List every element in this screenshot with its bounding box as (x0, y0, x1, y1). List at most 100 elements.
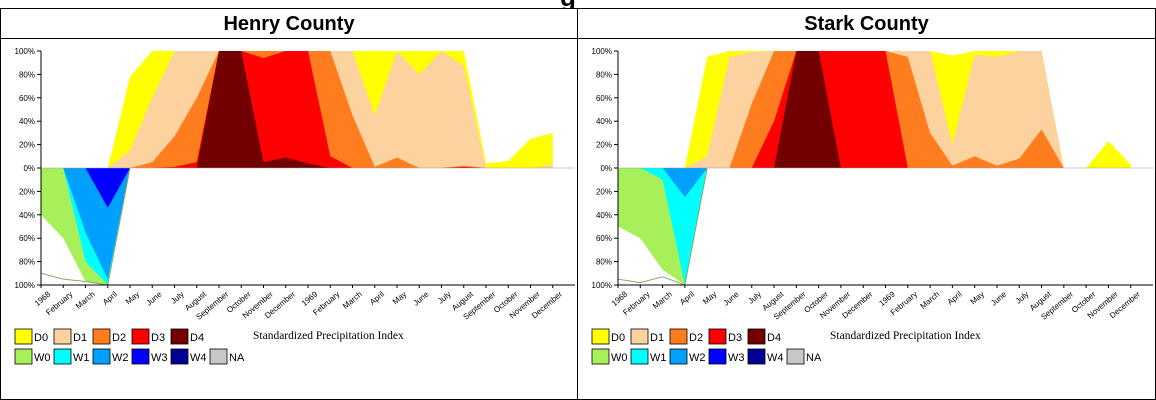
henry-county-x-tick-label: May (124, 290, 141, 307)
stark-county-y-tick-label: 20% (596, 141, 612, 150)
stark-county-legend-label-d2: D2 (689, 332, 703, 344)
stark-county-legend-label-w0: W0 (611, 352, 628, 364)
stark-county-x-tick-label: May (701, 290, 718, 307)
henry-county-wet-outline (40, 167, 131, 286)
henry-county-legend-swatch-na (209, 348, 228, 365)
stark-county-y-tick-label: 80% (596, 70, 612, 79)
stark-county-x-tick-label: June (722, 289, 741, 307)
stark-county-y-tick-label: 40% (596, 211, 612, 220)
stark-county-y-tick-label: 60% (596, 94, 612, 103)
stark-county-legend-swatch-d0 (591, 328, 610, 345)
stark-county-panel: Stark County 100% 80% 60% 40% 20% 0% 20% 40% 60%… (577, 8, 1156, 400)
stark-county-y-tick-label: 80% (596, 258, 612, 267)
henry-county-y-tick-label: 80% (19, 258, 35, 267)
stark-county-x-tick-label: June (989, 289, 1008, 307)
stark-county-legend-swatch-d1 (630, 328, 649, 345)
stark-county-x-tick-label: July (1014, 290, 1031, 306)
henry-county-y-tick-label: 60% (19, 234, 35, 243)
henry-county-legend-swatch-d1 (53, 328, 72, 345)
stark-county-legend-label-w1: W1 (650, 352, 667, 364)
henry-county-legend-label-d4: D4 (190, 332, 204, 344)
stark-county-x-tick-label: May (969, 290, 986, 307)
stark-county-legend-label-d4: D4 (767, 332, 781, 344)
henry-county-x-tick-label: July (169, 290, 186, 306)
henry-county-legend-swatch-w0 (14, 348, 33, 365)
stark-county-legend-label-d0: D0 (611, 332, 625, 344)
stark-county-y-tick-label: 40% (596, 117, 612, 126)
stark-county-legend-swatch-d3 (708, 328, 727, 345)
henry-county-x-tick-label: June (144, 289, 163, 307)
henry-county-legend-label-w0: W0 (34, 352, 51, 364)
stark-county-x-tick-label: March (651, 290, 674, 311)
henry-county-legend-label-w3: W3 (151, 352, 168, 364)
henry-county-legend-swatch-d2 (92, 328, 111, 345)
stark-county-y-tick-label: 0% (600, 164, 612, 173)
henry-county-y-tick-label: 40% (19, 117, 35, 126)
stark-county-x-tick-label: March (919, 290, 942, 311)
henry-county-x-tick-label: June (411, 289, 430, 307)
stark-county-legend-swatch-w2 (669, 348, 688, 365)
henry-county-legend-swatch-d4 (170, 328, 189, 345)
henry-county-y-tick-label: 100% (15, 47, 35, 56)
henry-county-x-tick-label: April (101, 290, 119, 307)
henry-county-title: Henry County (1, 9, 577, 39)
stark-county-legend-swatch-w4 (747, 348, 766, 365)
henry-county-legend-swatch-w2 (92, 348, 111, 365)
henry-county-legend-swatch-w3 (131, 348, 150, 365)
henry-county-series-w3 (41, 168, 553, 208)
henry-county-panel: Henry County 100% 80% 60% 40% 20% 0% 20% 40% 60%… (0, 8, 578, 400)
henry-county-legend-swatch-w1 (53, 348, 72, 365)
henry-county-legend-swatch-d3 (131, 328, 150, 345)
stark-county-y-tick-label: 60% (596, 234, 612, 243)
stark-county-legend-label-d3: D3 (728, 332, 742, 344)
henry-county-legend-label-w1: W1 (73, 352, 90, 364)
stark-county-series-w2 (618, 168, 1131, 198)
stark-county-legend-label-d1: D1 (650, 332, 664, 344)
stark-county-y-tick-label: 100% (592, 281, 612, 290)
stark-county-series-w1 (618, 168, 1131, 285)
henry-county-y-tick-label: 40% (19, 211, 35, 220)
henry-county-legend-label-d2: D2 (112, 332, 126, 344)
henry-county-x-tick-label: April (368, 290, 386, 307)
henry-county-x-tick-label: March (74, 290, 97, 311)
header-band: g (0, 0, 1156, 12)
stark-county-legend-label-w2: W2 (689, 352, 706, 364)
stark-county-legend-label-w4: W4 (767, 352, 784, 364)
henry-county-legend-label-d1: D1 (73, 332, 87, 344)
henry-county-legend-swatch-d0 (14, 328, 33, 345)
stark-county-x-tick-label: April (678, 290, 696, 307)
henry-county-legend-label-d3: D3 (151, 332, 165, 344)
henry-county-legend-label-na: NA (229, 352, 245, 364)
stark-county-y-tick-label: 20% (596, 187, 612, 196)
henry-county-x-tick-label: July (436, 290, 453, 306)
stark-county-legend-swatch-w0 (591, 348, 610, 365)
henry-county-legend-caption: Standardized Precipitation Index (253, 330, 404, 342)
henry-county-x-tick-label: March (341, 290, 364, 311)
stark-county-legend-swatch-w3 (708, 348, 727, 365)
henry-county-series-d3 (41, 51, 553, 168)
stark-county-x-tick-label: July (746, 290, 763, 306)
stark-county-legend-swatch-w1 (630, 348, 649, 365)
stark-county-wet-outline (617, 167, 708, 286)
henry-county-y-tick-label: 0% (23, 164, 35, 173)
henry-county-y-tick-label: 60% (19, 94, 35, 103)
henry-county-chart: 100%80%60%40%20%0%20%40%60%80%100%1968Fe… (14, 47, 575, 365)
stark-county-series-d3 (618, 51, 1131, 168)
henry-county-y-tick-label: 80% (19, 70, 35, 79)
henry-county-x-tick-label: May (391, 290, 408, 307)
henry-county-y-tick-label: 20% (19, 187, 35, 196)
henry-county-legend-label-d0: D0 (34, 332, 48, 344)
stark-county-legend-label-w3: W3 (728, 352, 745, 364)
stark-county-y-tick-label: 100% (592, 47, 612, 56)
henry-county-y-tick-label: 20% (19, 141, 35, 150)
henry-county-legend-label-w2: W2 (112, 352, 129, 364)
stark-county-legend-label-na: NA (806, 352, 822, 364)
stark-county-x-tick-label: April (946, 290, 964, 307)
stark-county-legend-caption: Standardized Precipitation Index (830, 330, 981, 342)
stark-county-legend-swatch-d4 (747, 328, 766, 345)
stark-county-legend-swatch-d2 (669, 328, 688, 345)
henry-county-y-tick-label: 100% (15, 281, 35, 290)
stark-county-title: Stark County (578, 9, 1155, 39)
stark-county-chart: 100%80%60%40%20%0%20%40%60%80%100%1968Fe… (591, 47, 1153, 365)
henry-county-legend-label-w4: W4 (190, 352, 207, 364)
